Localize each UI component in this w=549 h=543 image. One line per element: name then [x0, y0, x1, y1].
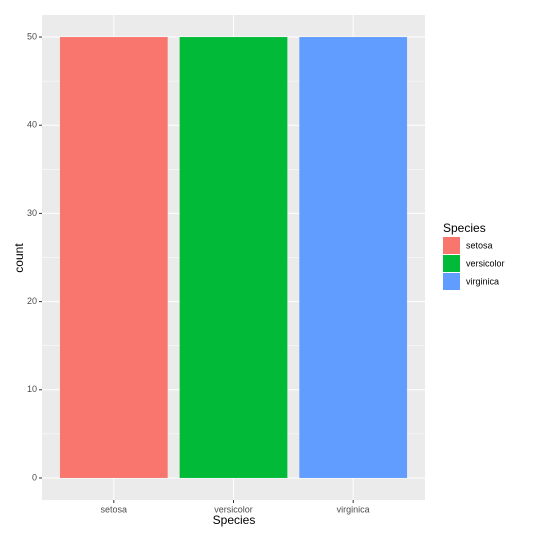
x-axis-title: Species	[213, 513, 256, 527]
bar	[179, 37, 288, 478]
bar	[299, 37, 408, 478]
bar	[59, 37, 168, 478]
legend-label: virginica	[466, 276, 499, 286]
legend-title: Species	[443, 221, 486, 235]
y-tick-label: 0	[32, 472, 37, 482]
y-axis-title: count	[12, 243, 26, 273]
x-tick-label: versicolor	[214, 504, 253, 514]
legend-key	[443, 255, 460, 272]
legend-key	[443, 273, 460, 290]
legend-label: versicolor	[466, 258, 505, 268]
legend-key	[443, 237, 460, 254]
y-tick-label: 40	[27, 120, 37, 130]
y-tick-label: 20	[27, 296, 37, 306]
legend-label: setosa	[466, 240, 493, 250]
y-tick-label: 10	[27, 384, 37, 394]
x-tick-label: setosa	[101, 504, 128, 514]
y-tick-label: 50	[27, 31, 37, 41]
y-tick-label: 30	[27, 208, 37, 218]
x-tick-label: virginica	[337, 504, 370, 514]
